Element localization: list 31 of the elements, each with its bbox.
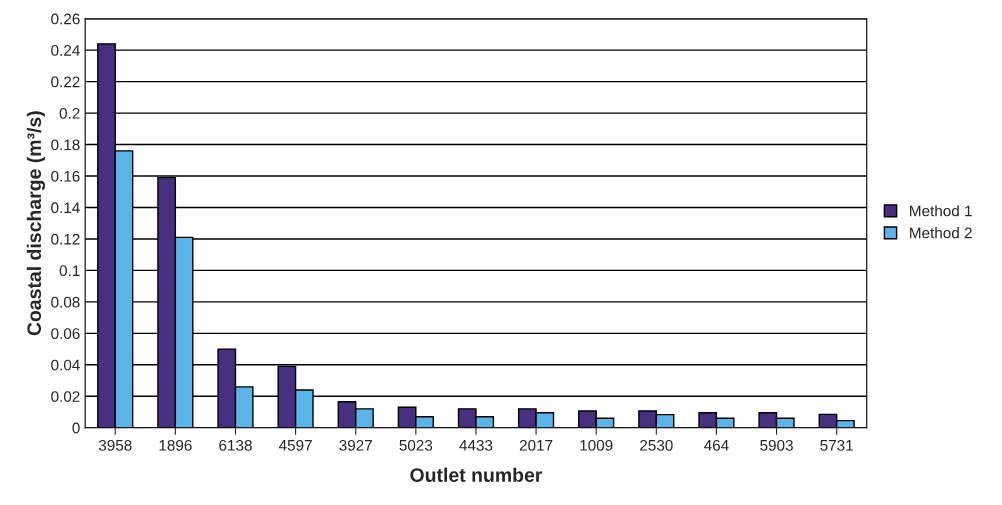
x-tick-label: 6138 — [219, 439, 252, 451]
y-tick-label: 0.2 — [59, 107, 80, 119]
y-tick-label: 0.18 — [51, 139, 80, 151]
y-tick-label: 0.22 — [51, 76, 80, 88]
legend-label: Method 2 — [910, 227, 972, 239]
y-tick-label: 0.14 — [51, 202, 80, 214]
x-tick-label: 5903 — [760, 439, 793, 451]
y-tick-label: 0 — [72, 422, 80, 434]
x-tick-label: 2017 — [519, 439, 553, 451]
x-tick-label: 3958 — [98, 439, 132, 451]
x-axis-title: Outlet number — [410, 467, 543, 482]
y-tick-label: 0.16 — [51, 170, 80, 182]
y-tick-label: 0.12 — [51, 233, 80, 245]
y-tick-label: 0.08 — [51, 296, 80, 308]
y-tick-label: 0.06 — [51, 328, 80, 340]
x-tick-label: 5023 — [399, 439, 433, 451]
y-axis-title: Coastal discharge (m³/s) — [26, 111, 46, 336]
y-tick-label: 0.04 — [51, 359, 80, 371]
x-tick-label: 2530 — [640, 439, 673, 451]
x-tick-label: 5731 — [820, 439, 853, 451]
y-tick-label: 0.26 — [51, 13, 80, 25]
y-tick-label: 0.1 — [59, 265, 80, 277]
x-tick-label: 4433 — [459, 439, 493, 451]
y-tick-label: 0.02 — [51, 391, 80, 402]
legend-label: Method 1 — [910, 205, 972, 217]
y-tick-label: 0.24 — [51, 45, 80, 56]
x-tick-label: 1896 — [159, 439, 192, 451]
x-tick-label: 464 — [704, 439, 729, 451]
x-tick-label: 3927 — [339, 439, 372, 451]
x-tick-label: 4597 — [278, 439, 312, 451]
x-tick-label: 1009 — [580, 439, 613, 451]
